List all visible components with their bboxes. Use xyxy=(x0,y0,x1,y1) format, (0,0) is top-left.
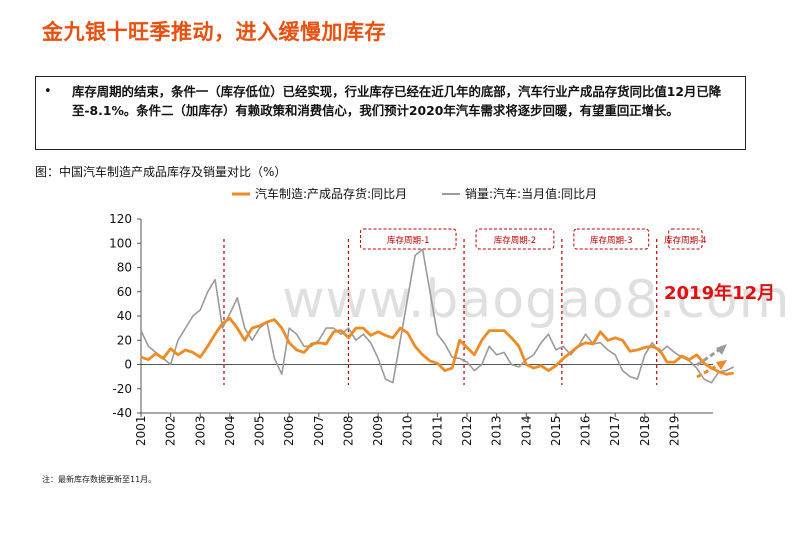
series-lines xyxy=(140,248,735,384)
cycle-label: 库存周期-2 xyxy=(494,235,536,246)
x-tick-label: 2008 xyxy=(341,415,355,446)
cycle-box xyxy=(573,228,650,250)
x-tick-label: 2004 xyxy=(223,415,237,446)
x-tick-label: 2013 xyxy=(490,415,504,446)
watermark: www.baogao8.com xyxy=(282,270,791,330)
x-tick-label: 2017 xyxy=(608,415,622,446)
y-tick-label: 0 xyxy=(124,358,132,372)
x-tick-label: 2005 xyxy=(253,415,267,446)
sales-trend-arrowhead xyxy=(716,344,727,355)
cycle-label: 库存周期-1 xyxy=(387,235,429,246)
footnote: 注：最新库存数据更新至11月。 xyxy=(42,475,157,484)
y-tick-label: 60 xyxy=(117,285,132,299)
x-tick-label: 2019 xyxy=(667,415,681,446)
axes: -40 -20 0 20 40 60 80 100 120 2001 2002 2003 2004 200… xyxy=(109,212,713,446)
x-tick-label: 2006 xyxy=(282,415,296,446)
cycle-label: 库存周期-3 xyxy=(590,235,632,246)
sales-trend-arrow xyxy=(696,346,723,367)
y-tick-label: 80 xyxy=(117,261,132,275)
x-tick-label: 2018 xyxy=(638,415,652,446)
page-title: 金九银十旺季推动，进入缓慢加库存 xyxy=(42,20,386,44)
inventory-trend-arrowhead xyxy=(716,360,727,370)
cycle-dividers xyxy=(223,239,658,385)
figure-caption: 图：中国汽车制造产成品库存及销量对比（%） xyxy=(35,165,287,179)
x-tick-label: 2012 xyxy=(460,415,474,446)
x-tick-label: 2016 xyxy=(579,415,593,446)
x-tick-label: 2002 xyxy=(164,415,178,446)
cycle-box xyxy=(475,228,555,250)
sales-line xyxy=(140,248,735,384)
cycle-labels: 库存周期-1 库存周期-2 库存周期-3 库存周期-4 xyxy=(359,228,707,250)
x-tick-label: 2001 xyxy=(134,415,148,446)
cycle-box xyxy=(359,228,457,250)
y-tick-label: -40 xyxy=(112,406,132,420)
x-tick-label: 2014 xyxy=(519,415,533,446)
summary-box: • 库存周期的结束，条件一（库存低位）已经实现，行业库存已经在近几年的底部，汽车… xyxy=(35,76,746,150)
trend-arrows xyxy=(696,344,727,379)
bullet-marker: • xyxy=(44,84,52,99)
x-tick-label: 2003 xyxy=(193,415,207,446)
legend-inventory-label: 汽车制造:产成品存货:同比月 xyxy=(255,186,407,201)
y-tick-label: 100 xyxy=(109,236,132,250)
y-tick-label: 20 xyxy=(117,333,132,347)
legend: 汽车制造:产成品存货:同比月 销量:汽车:当月值:同比月 xyxy=(232,186,597,201)
legend-sales-label: 销量:汽车:当月值:同比月 xyxy=(465,186,597,201)
x-tick-label: 2011 xyxy=(430,415,444,446)
inventory-trend-arrow xyxy=(696,361,723,379)
y-tick-label: 120 xyxy=(109,212,132,226)
cycle-label: 库存周期-4 xyxy=(664,235,706,246)
inventory-line xyxy=(140,316,734,376)
y-tick-label: 40 xyxy=(117,309,132,323)
annotation-2019-12: 2019年12月 xyxy=(664,282,775,304)
y-tick-label: -20 xyxy=(112,382,132,396)
x-tick-label: 2009 xyxy=(371,415,385,446)
summary-text: 库存周期的结束，条件一（库存低位）已经实现，行业库存已经在近几年的底部，汽车行业… xyxy=(72,84,722,118)
x-tick-label: 2015 xyxy=(549,415,563,446)
x-tick-label: 2010 xyxy=(401,415,415,446)
x-tick-label: 2007 xyxy=(312,415,326,446)
